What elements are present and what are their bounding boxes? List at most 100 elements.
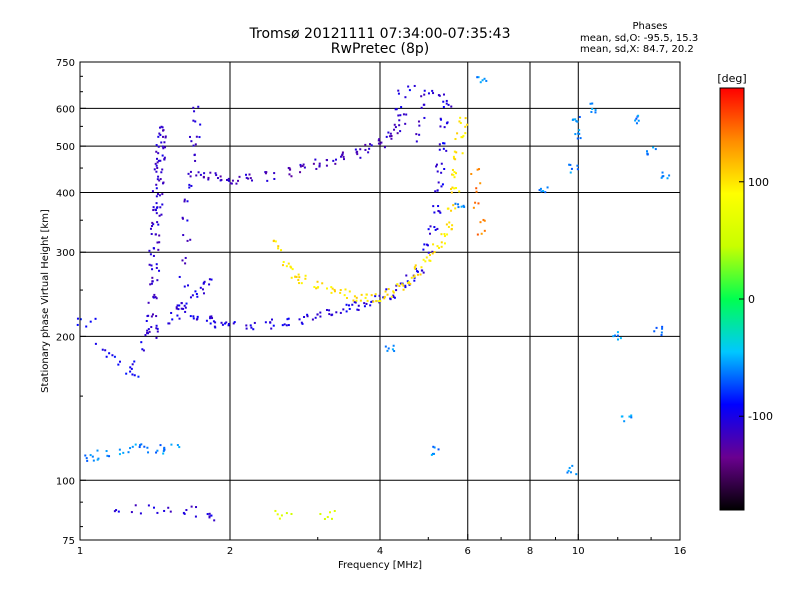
data-point <box>392 291 395 294</box>
data-point <box>569 163 572 166</box>
data-point <box>418 133 421 136</box>
data-point <box>479 81 482 84</box>
data-point <box>474 201 477 204</box>
data-point <box>294 275 297 278</box>
data-point <box>187 172 190 175</box>
data-point <box>318 162 321 165</box>
data-point <box>394 108 397 111</box>
data-point <box>155 297 158 300</box>
data-point <box>348 290 351 293</box>
data-point <box>155 212 158 215</box>
data-point <box>178 317 181 320</box>
data-point <box>655 326 658 329</box>
data-point <box>194 159 197 162</box>
data-point <box>306 313 309 316</box>
data-point <box>440 185 443 188</box>
data-point <box>591 107 594 110</box>
data-point <box>576 137 579 140</box>
data-point <box>189 315 192 318</box>
data-point <box>575 473 578 476</box>
data-point <box>384 345 387 348</box>
data-point <box>266 179 269 182</box>
data-point <box>291 268 294 271</box>
data-point <box>623 420 626 423</box>
data-point <box>297 278 300 281</box>
data-point <box>153 293 156 296</box>
data-point <box>197 105 200 108</box>
data-point <box>434 228 437 231</box>
data-point <box>398 124 401 127</box>
data-point <box>193 153 196 156</box>
data-point <box>416 273 419 276</box>
data-point <box>92 459 95 462</box>
data-point <box>97 457 100 460</box>
data-point <box>341 151 344 154</box>
data-point <box>89 454 92 457</box>
data-point <box>420 266 423 269</box>
data-point <box>463 206 466 209</box>
data-point <box>457 203 460 206</box>
data-point <box>424 260 427 263</box>
data-point <box>458 120 461 123</box>
data-point <box>304 274 307 277</box>
data-point <box>432 445 435 448</box>
data-point <box>129 366 132 369</box>
data-point <box>393 296 396 299</box>
data-point <box>438 148 441 151</box>
data-point <box>386 349 389 352</box>
data-point <box>328 313 331 316</box>
data-point <box>79 318 82 321</box>
data-point <box>202 292 205 295</box>
data-point <box>101 348 104 351</box>
data-point <box>194 515 197 518</box>
data-point <box>661 171 664 174</box>
data-point <box>577 132 580 135</box>
data-point <box>433 226 436 229</box>
data-point <box>278 517 281 520</box>
data-point <box>247 177 250 180</box>
data-point <box>251 179 254 182</box>
data-point <box>151 280 154 283</box>
data-point <box>454 207 457 210</box>
data-point <box>143 445 146 448</box>
data-point <box>233 321 236 324</box>
data-point <box>184 262 187 265</box>
data-point <box>417 120 420 123</box>
data-point <box>429 225 432 228</box>
data-point <box>209 322 212 325</box>
data-point <box>274 240 277 243</box>
data-point <box>146 446 149 449</box>
data-point <box>451 224 454 227</box>
data-point <box>485 79 488 82</box>
data-point <box>208 283 211 286</box>
data-point <box>401 283 404 286</box>
data-point <box>215 174 218 177</box>
data-point <box>151 221 154 224</box>
data-point <box>414 267 417 270</box>
y-axis-label: Stationary phase Virtual Height [km] <box>40 209 51 393</box>
data-point <box>156 241 159 244</box>
data-point <box>161 182 164 185</box>
data-point <box>450 209 453 212</box>
data-point <box>220 321 223 324</box>
data-point <box>154 296 157 299</box>
data-point <box>316 313 319 316</box>
data-point <box>464 117 467 120</box>
data-point <box>476 168 479 171</box>
data-point <box>459 116 462 119</box>
data-point <box>155 150 158 153</box>
data-point <box>156 193 159 196</box>
data-point <box>152 209 155 212</box>
data-point <box>406 280 409 283</box>
data-point <box>264 321 267 324</box>
data-point <box>342 158 345 161</box>
data-point <box>264 171 267 174</box>
data-point <box>183 198 186 201</box>
data-point <box>155 266 158 269</box>
data-point <box>152 206 155 209</box>
data-point <box>389 297 392 300</box>
data-point <box>430 453 433 456</box>
data-point <box>364 148 367 151</box>
data-point <box>475 187 478 190</box>
data-point <box>399 114 402 117</box>
